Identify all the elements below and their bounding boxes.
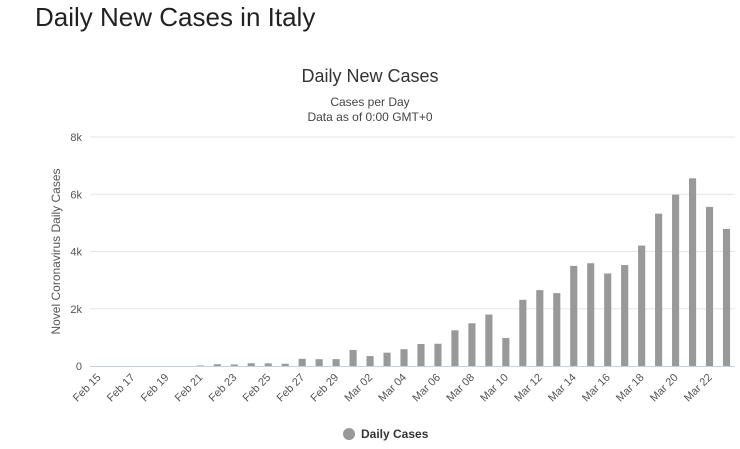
chart-subtitle-line-2: Data as of 0:00 GMT+0 [307, 110, 433, 124]
bar[interactable] [553, 293, 561, 366]
x-tick-label: Feb 25 [241, 372, 274, 405]
bar[interactable] [213, 364, 221, 366]
chart-subtitle-line-1: Cases per Day [330, 95, 410, 109]
bar[interactable] [451, 330, 459, 366]
y-tick-label: 2k [70, 304, 82, 316]
bar[interactable] [536, 290, 544, 366]
legend-label: Daily Cases [361, 427, 429, 441]
bar[interactable] [689, 178, 697, 366]
x-tick-label: Mar 16 [580, 372, 613, 405]
bar[interactable] [570, 265, 578, 366]
y-axis-label: Novel Coronavirus Daily Cases [49, 168, 63, 334]
y-tick-label: 6k [70, 189, 82, 201]
bar[interactable] [705, 206, 714, 366]
x-tick-label: Feb 21 [173, 372, 206, 405]
bar[interactable] [298, 358, 306, 366]
page-heading: Daily New Cases in Italy [35, 2, 316, 32]
bar[interactable] [264, 363, 272, 366]
x-tick-label: Feb 29 [309, 372, 342, 405]
y-tick-label: 4k [70, 247, 82, 259]
bar[interactable] [400, 349, 408, 366]
x-tick-labels: Feb 15 Feb 17 Feb 19 Feb 21 Feb 23 Feb 25 Feb … [71, 372, 715, 405]
bar[interactable] [434, 343, 442, 366]
bar[interactable] [604, 273, 612, 366]
bar[interactable] [638, 245, 646, 366]
bar[interactable] [587, 263, 595, 366]
bar[interactable] [247, 363, 255, 366]
bar[interactable] [281, 363, 289, 366]
bar[interactable] [366, 356, 374, 366]
bar[interactable] [417, 343, 425, 366]
x-tick-label: Mar 06 [410, 372, 443, 405]
bar[interactable] [332, 359, 340, 366]
x-tick-label: Feb 19 [139, 372, 172, 405]
bar[interactable] [621, 265, 629, 366]
bar[interactable] [722, 228, 731, 366]
x-tick-label: Feb 15 [71, 372, 104, 405]
x-tick-label: Mar 12 [512, 372, 545, 405]
y-tick-label: 8k [70, 132, 82, 144]
x-tick-label: Feb 27 [275, 372, 308, 405]
x-tick-label: Mar 22 [682, 372, 715, 405]
y-tick-label: 0 [76, 361, 82, 373]
bar[interactable] [468, 323, 476, 366]
x-tick-label: Feb 17 [105, 372, 138, 405]
bar[interactable] [502, 338, 510, 366]
x-tick-label: Mar 04 [376, 372, 409, 405]
x-tick-label: Feb 23 [207, 372, 240, 405]
x-tick-label: Mar 02 [342, 372, 375, 405]
bar[interactable] [349, 349, 357, 366]
x-tick-label: Mar 18 [614, 372, 647, 405]
x-tick-label: Mar 08 [444, 372, 477, 405]
bar[interactable] [672, 194, 680, 366]
bar[interactable] [383, 352, 391, 366]
x-tick-label: Mar 14 [546, 372, 579, 405]
bar[interactable] [230, 364, 238, 366]
bars [196, 178, 731, 366]
legend-item-daily-cases[interactable]: Daily Cases [343, 427, 428, 441]
bar[interactable] [519, 299, 527, 366]
legend-swatch [343, 428, 355, 440]
x-tick-label: Mar 20 [648, 372, 681, 405]
chart-title: Daily New Cases [301, 66, 439, 86]
bar[interactable] [315, 359, 323, 366]
y-tick-labels: 0 2k 4k 6k 8k [70, 132, 82, 373]
x-tick-label: Mar 10 [478, 372, 511, 405]
bar[interactable] [655, 213, 663, 366]
bar[interactable] [485, 314, 493, 366]
